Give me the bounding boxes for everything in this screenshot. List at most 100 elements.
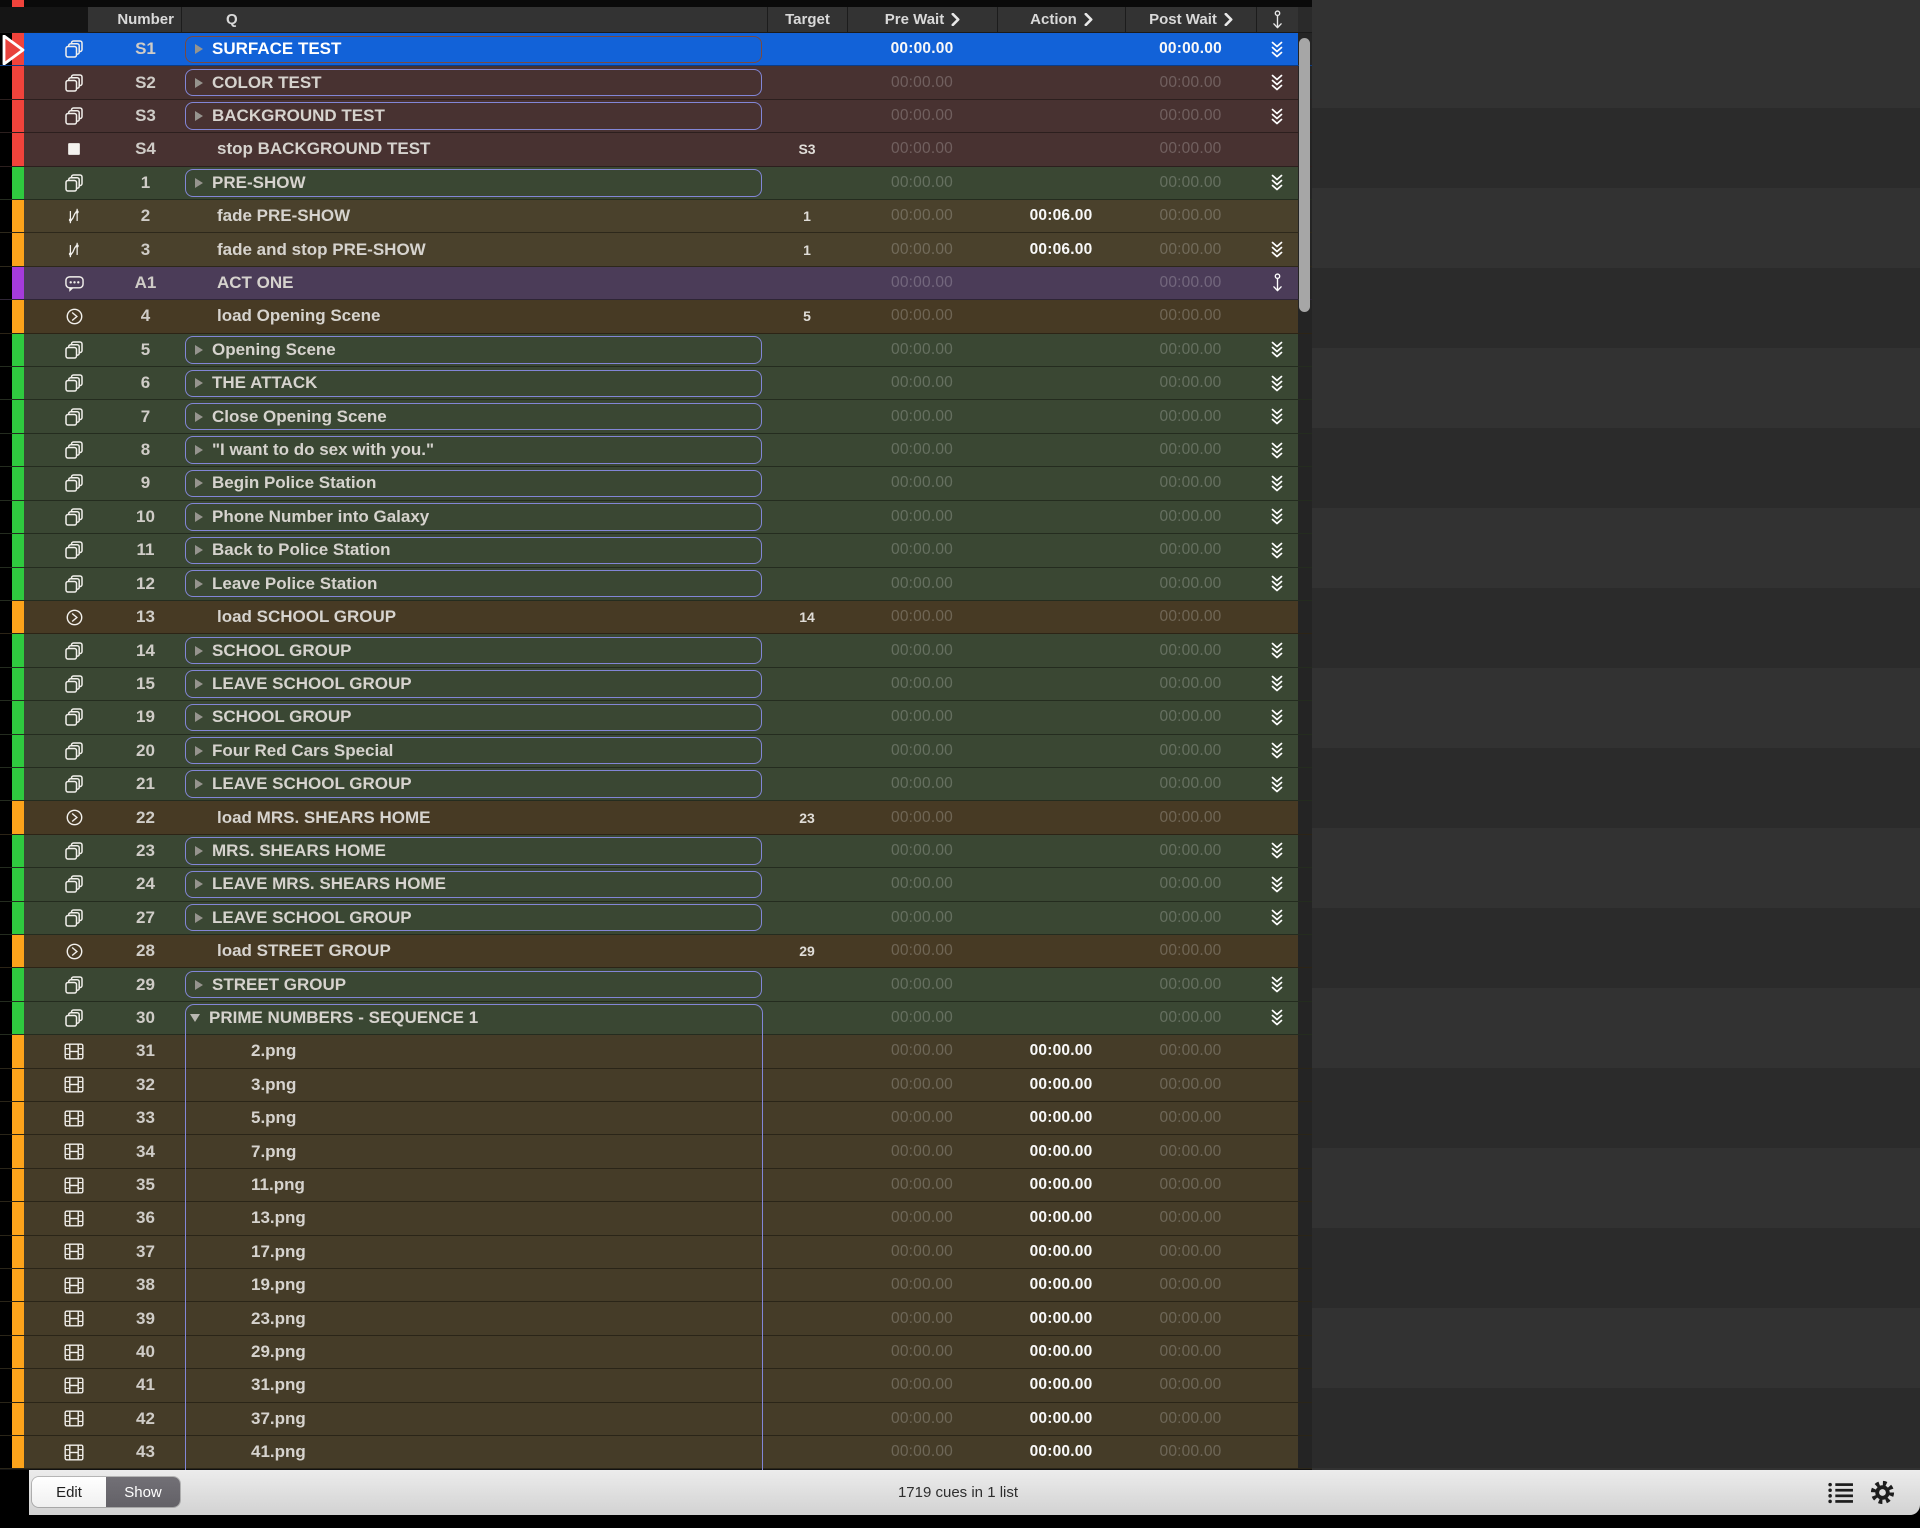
pre-wait-value[interactable]: 00:00.00	[891, 841, 953, 859]
post-wait-value[interactable]: 00:00.00	[1159, 1309, 1222, 1327]
cue-row[interactable]: S4 stop BACKGROUND TEST S3 00:00.00 00:0…	[0, 133, 1312, 167]
cue-name-cell[interactable]: ACT ONE	[181, 267, 767, 299]
cue-target[interactable]: 14	[799, 609, 815, 626]
cue-number[interactable]: 4	[140, 306, 151, 326]
cue-number[interactable]: 15	[136, 673, 155, 693]
post-wait-value[interactable]: 00:00.00	[1159, 1209, 1222, 1227]
cue-row[interactable]: 38 19.png 00:00.00 00:00.00 00:00.00	[0, 1269, 1312, 1303]
cue-name-cell[interactable]: Leave Police Station	[181, 568, 767, 600]
post-wait-value[interactable]: 00:00.00	[1159, 674, 1222, 692]
cue-name[interactable]: load STREET GROUP	[217, 941, 391, 961]
cue-number[interactable]: 22	[136, 807, 155, 827]
cue-name-cell[interactable]: PRE-SHOW	[181, 167, 767, 199]
post-wait-value[interactable]: 00:00.00	[1159, 574, 1222, 592]
group-name-box[interactable]: PRIME NUMBERS - SEQUENCE 1	[181, 1008, 767, 1028]
action-value[interactable]: 00:00.00	[1029, 1443, 1093, 1461]
auto-follow-icon[interactable]	[1256, 701, 1298, 733]
cue-name[interactable]: 3.png	[251, 1074, 297, 1094]
cue-target[interactable]	[767, 400, 847, 432]
action-value[interactable]: 00:00.00	[1029, 1276, 1093, 1294]
cue-number[interactable]: 40	[136, 1342, 155, 1362]
action-value[interactable]: 00:00.00	[1029, 1309, 1093, 1327]
cue-name[interactable]: 13.png	[251, 1208, 306, 1228]
cue-name[interactable]: Begin Police Station	[212, 473, 377, 493]
cue-name-cell[interactable]: SURFACE TEST	[181, 33, 767, 65]
cue-name[interactable]: Close Opening Scene	[212, 406, 387, 426]
cue-name-cell[interactable]: Phone Number into Galaxy	[181, 501, 767, 533]
cue-target[interactable]	[767, 66, 847, 98]
cue-number[interactable]: S4	[135, 139, 156, 159]
cue-name[interactable]: PRE-SHOW	[212, 172, 306, 192]
action-value[interactable]	[997, 902, 1125, 934]
continue-mode-cell[interactable]	[1256, 1369, 1298, 1401]
cue-name-cell[interactable]: BACKGROUND TEST	[181, 100, 767, 132]
post-wait-value[interactable]: 00:00.00	[1159, 1242, 1222, 1260]
group-name-box[interactable]: Opening Scene	[185, 336, 762, 364]
post-wait-value[interactable]: 00:00.00	[1159, 1276, 1222, 1294]
auto-follow-icon[interactable]	[1256, 768, 1298, 800]
cue-target[interactable]	[767, 1436, 847, 1468]
cue-name-cell[interactable]: Opening Scene	[181, 334, 767, 366]
cue-name[interactable]: SURFACE TEST	[212, 39, 342, 59]
cue-number[interactable]: 42	[136, 1408, 155, 1428]
group-name-box[interactable]: BACKGROUND TEST	[185, 102, 762, 130]
cue-target[interactable]	[767, 1302, 847, 1334]
disclosure-triangle[interactable]	[195, 111, 203, 122]
pre-wait-value[interactable]: 00:00.00	[891, 173, 953, 191]
post-wait-value[interactable]: 00:00.00	[1159, 1376, 1222, 1394]
post-wait-value[interactable]: 00:00.00	[1159, 1142, 1222, 1160]
pre-wait-value[interactable]: 00:00.00	[891, 908, 953, 926]
action-value[interactable]	[997, 100, 1125, 132]
cue-name-cell[interactable]: 31.png	[181, 1369, 767, 1401]
continue-mode-cell[interactable]	[1256, 1336, 1298, 1368]
cue-number[interactable]: A1	[134, 273, 157, 293]
action-value[interactable]	[997, 400, 1125, 432]
post-wait-value[interactable]: 00:00.00	[1159, 1008, 1222, 1026]
cue-number[interactable]: 10	[136, 506, 155, 526]
post-wait-value[interactable]: 00:00.00	[1159, 274, 1222, 292]
cue-name[interactable]: load MRS. SHEARS HOME	[217, 807, 431, 827]
disclosure-triangle[interactable]	[195, 779, 203, 790]
cue-row[interactable]: 40 29.png 00:00.00 00:00.00 00:00.00	[0, 1335, 1312, 1370]
cue-name-cell[interactable]: 17.png	[181, 1236, 767, 1268]
cue-number[interactable]: 13	[136, 607, 155, 627]
pre-wait-value[interactable]: 00:00.00	[891, 73, 953, 91]
cue-number[interactable]: 19	[136, 707, 155, 727]
cue-number[interactable]: 23	[136, 840, 155, 860]
action-value[interactable]	[997, 968, 1125, 1000]
cue-row[interactable]: 43 41.png 00:00.00 00:00.00 00:00.00	[0, 1436, 1312, 1470]
cue-target[interactable]: 1	[803, 208, 811, 225]
cue-target[interactable]	[767, 1069, 847, 1101]
cue-target[interactable]	[767, 534, 847, 566]
cue-row[interactable]: 27 LEAVE SCHOOL GROUP 00:00.00 00:00.00	[0, 901, 1312, 935]
cue-name[interactable]: Back to Police Station	[212, 540, 391, 560]
post-wait-value[interactable]: 00:00.00	[1159, 541, 1222, 559]
cue-row[interactable]: 41 31.png 00:00.00 00:00.00 00:00.00	[0, 1369, 1312, 1403]
cue-name[interactable]: ACT ONE	[217, 273, 294, 293]
cue-target[interactable]	[767, 33, 847, 65]
post-wait-value[interactable]: 00:00.00	[1159, 841, 1222, 859]
pre-wait-value[interactable]: 00:00.00	[891, 1176, 953, 1194]
disclosure-triangle[interactable]	[195, 378, 203, 389]
continue-mode-cell[interactable]	[1256, 1302, 1298, 1334]
cue-row[interactable]: A1 ACT ONE 00:00.00 00:00.00	[0, 266, 1312, 301]
cue-name-cell[interactable]: 5.png	[181, 1102, 767, 1134]
cue-name[interactable]: load Opening Scene	[217, 306, 381, 326]
action-value[interactable]	[997, 334, 1125, 366]
cue-name[interactable]: LEAVE SCHOOL GROUP	[212, 774, 412, 794]
cue-number[interactable]: 39	[136, 1308, 155, 1328]
cue-number[interactable]: 31	[136, 1041, 155, 1061]
cue-target[interactable]	[767, 701, 847, 733]
cue-row[interactable]: 14 SCHOOL GROUP 00:00.00 00:00.00	[0, 634, 1312, 668]
group-name-box[interactable]: Leave Police Station	[185, 570, 762, 598]
post-wait-value[interactable]: 00:00.00	[1159, 608, 1222, 626]
continue-mode-cell[interactable]	[1256, 1403, 1298, 1435]
pre-wait-value[interactable]: 00:00.00	[891, 808, 953, 826]
action-value[interactable]	[997, 133, 1125, 165]
disclosure-triangle[interactable]	[195, 678, 203, 689]
vertical-scrollbar[interactable]	[1299, 38, 1310, 312]
cue-number[interactable]: S1	[135, 39, 156, 59]
cue-row[interactable]: 7 Close Opening Scene 00:00.00 00:00.00	[0, 400, 1312, 434]
show-mode-button[interactable]: Show	[106, 1477, 180, 1507]
cue-name[interactable]: Opening Scene	[212, 339, 336, 359]
